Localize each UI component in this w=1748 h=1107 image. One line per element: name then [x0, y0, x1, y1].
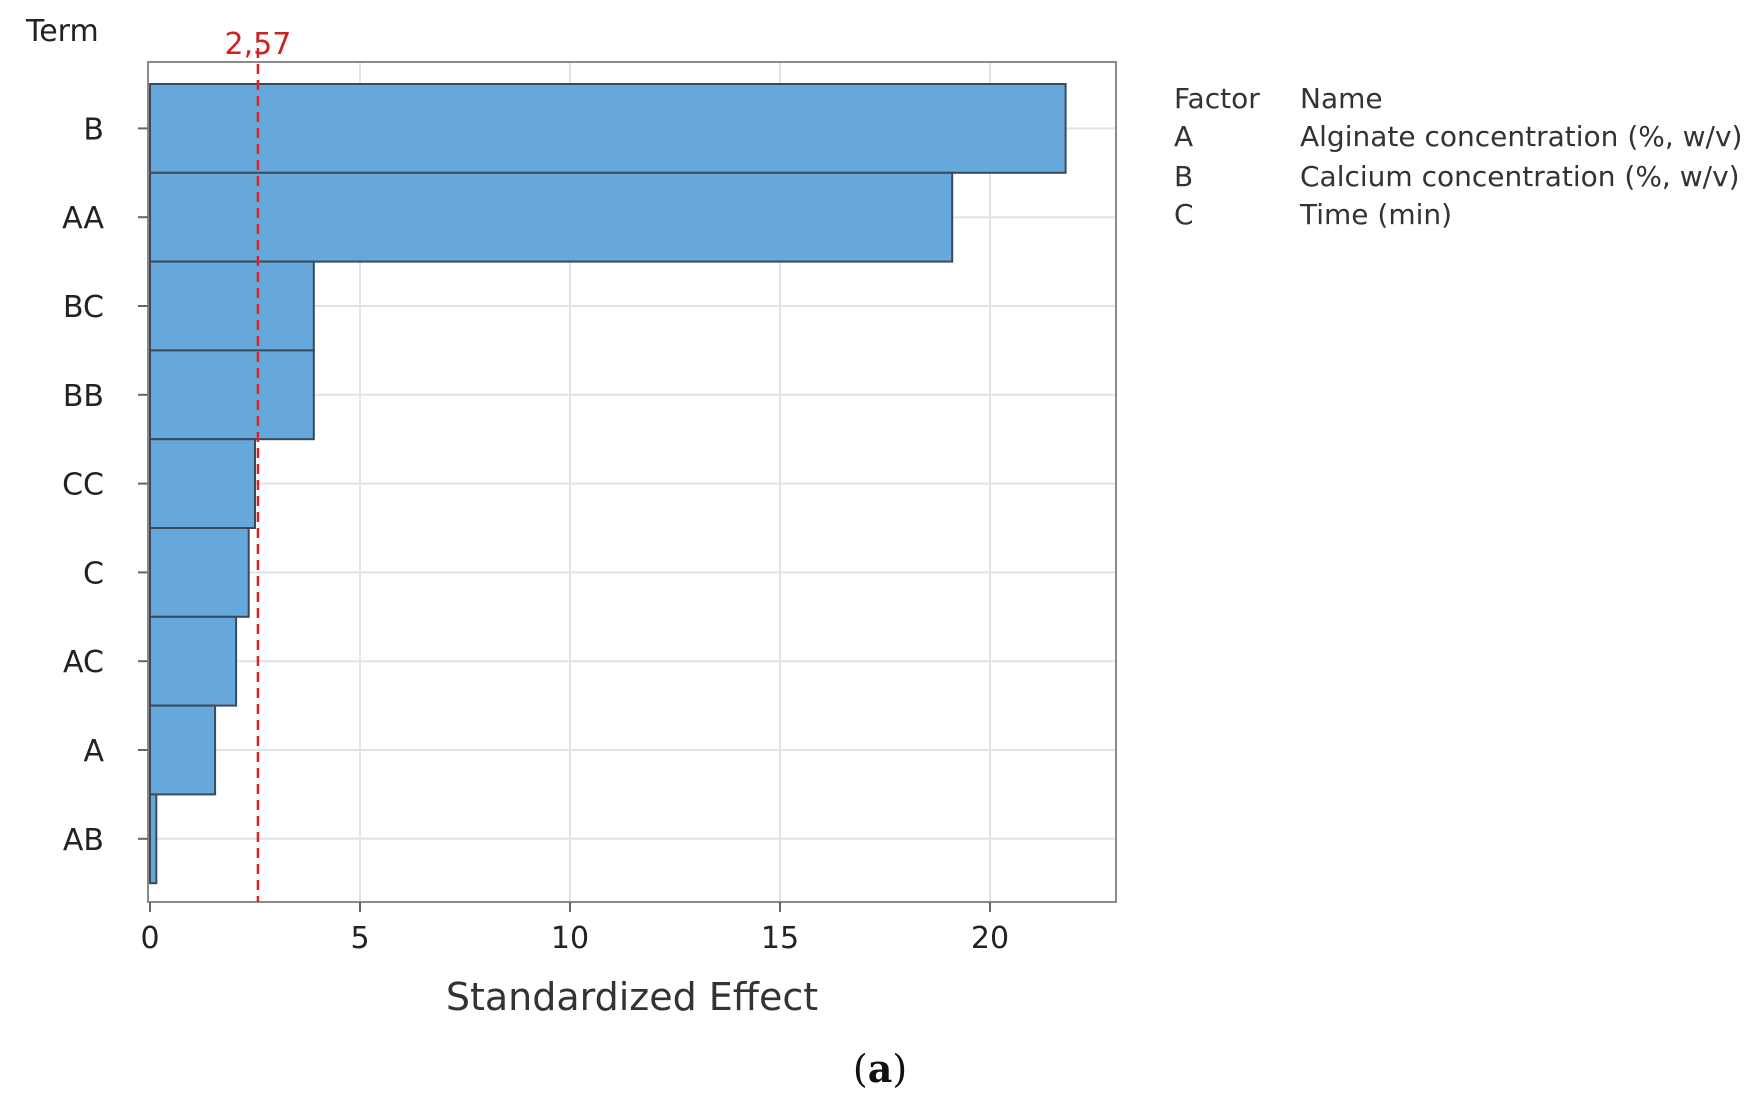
- x-axis-title: Standardized Effect: [446, 975, 818, 1019]
- legend-header-name: Name: [1300, 82, 1383, 115]
- legend-factor-b: B: [1174, 160, 1193, 193]
- x-tick-label-4: 20: [971, 921, 1009, 956]
- legend-name-b: Calcium concentration (%, w/v): [1300, 160, 1740, 193]
- bar-C: [149, 527, 250, 618]
- bars: [149, 83, 1067, 885]
- bar-AC: [149, 615, 238, 707]
- bar-AA: [149, 171, 954, 263]
- caption-open-paren: (: [853, 1047, 868, 1091]
- x-tick-label-1: 5: [350, 921, 369, 956]
- term-label-A: A: [83, 734, 104, 769]
- bar-CC: [149, 438, 256, 530]
- x-tick-label-2: 10: [551, 921, 589, 956]
- term-label-C: C: [83, 556, 104, 591]
- plot-frame: [147, 61, 1117, 903]
- reference-line-group: 2,57: [225, 27, 292, 902]
- x-tick-label-3: 15: [761, 921, 799, 956]
- y-axis-title: Term: [25, 14, 99, 49]
- bar-B: [149, 83, 1067, 174]
- legend-name-a: Alginate concentration (%, w/v): [1300, 120, 1742, 153]
- bar-BC: [149, 260, 315, 352]
- term-label-B: B: [83, 112, 104, 147]
- term-label-AA: AA: [62, 201, 104, 236]
- x-tick-labels: 0 5 10 15 20: [140, 902, 1009, 956]
- term-label-AB: AB: [63, 823, 104, 858]
- legend-name-c: Time (min): [1299, 198, 1452, 231]
- caption-close-paren: ): [892, 1047, 907, 1091]
- x-tick-label-0: 0: [140, 921, 159, 956]
- term-label-CC: CC: [62, 468, 104, 503]
- legend: Factor Name A Alginate concentration (%,…: [1174, 82, 1742, 231]
- legend-header-factor: Factor: [1174, 82, 1260, 115]
- term-label-BC: BC: [63, 290, 104, 325]
- figure-caption: (a): [853, 1046, 907, 1091]
- caption-letter: a: [868, 1046, 893, 1091]
- term-label-BB: BB: [63, 379, 104, 414]
- bar-BB: [149, 349, 315, 441]
- legend-factor-c: C: [1174, 198, 1194, 231]
- bar-AB: [149, 793, 158, 885]
- term-label-AC: AC: [63, 645, 104, 680]
- bar-A: [149, 704, 217, 796]
- legend-factor-a: A: [1174, 120, 1193, 153]
- reference-line-label: 2,57: [225, 27, 292, 62]
